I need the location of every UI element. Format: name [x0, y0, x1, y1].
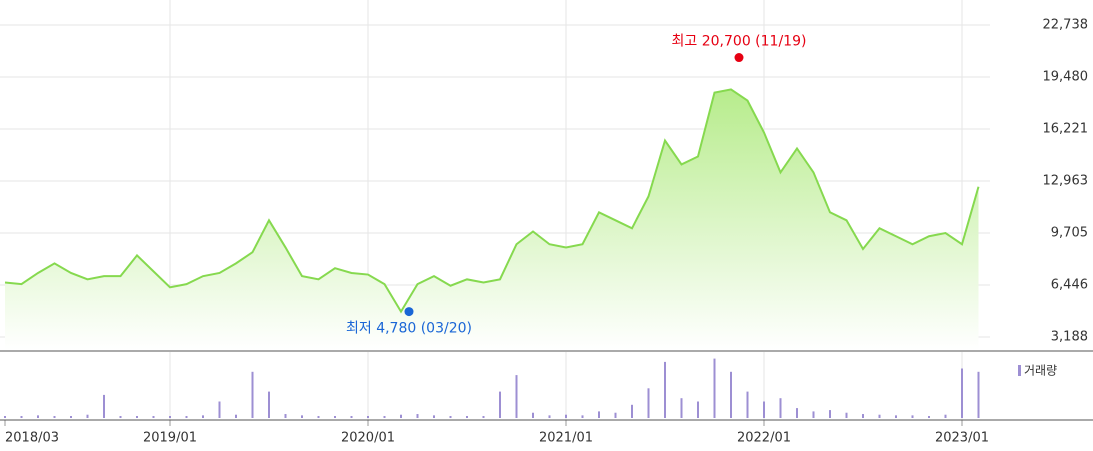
volume-bar — [482, 416, 485, 418]
annotation-label: 최저 4,780 (03/20) — [346, 321, 472, 337]
volume-bar — [697, 401, 699, 418]
volume-bar — [218, 401, 221, 418]
volume-bar — [301, 415, 303, 418]
volume-bar — [53, 416, 56, 418]
volume-bar — [664, 361, 666, 418]
volume-bar — [499, 391, 501, 418]
volume-bar — [763, 401, 765, 418]
volume-bar — [152, 416, 155, 418]
x-tick-label: 2019/01 — [143, 431, 197, 446]
volume-bar — [86, 414, 89, 418]
volume-bar — [812, 411, 815, 418]
volume-bar — [515, 375, 518, 418]
volume-bar — [928, 416, 930, 418]
volume-bar — [37, 415, 39, 418]
volume-bar — [746, 391, 749, 418]
y-tick-label: 22,738 — [1043, 17, 1089, 32]
volume-bar — [317, 416, 320, 418]
volume-bar — [862, 414, 864, 418]
volume-bar — [631, 404, 633, 418]
volume-bar — [565, 414, 567, 418]
volume-bar — [977, 371, 980, 418]
volume-bar — [383, 416, 386, 418]
volume-bar — [713, 358, 716, 418]
volume-bar — [367, 416, 369, 418]
volume-bar — [400, 414, 402, 418]
annotation-dot — [404, 307, 414, 317]
volume-bar — [70, 416, 72, 418]
legend-swatch — [1018, 365, 1021, 376]
volume-bar — [581, 415, 584, 418]
y-tick-label: 9,705 — [1051, 225, 1088, 240]
volume-bar — [944, 414, 947, 418]
volume-bar — [185, 416, 188, 418]
volume-bar — [284, 414, 287, 418]
x-tick-label: 2022/01 — [737, 431, 791, 446]
volume-bar — [433, 415, 435, 418]
y-tick-label: 12,963 — [1043, 173, 1089, 188]
volume-bar — [251, 371, 254, 418]
volume-bar — [4, 416, 6, 418]
volume-bar — [532, 412, 534, 418]
volume-bar — [235, 414, 237, 418]
volume-bar — [961, 368, 963, 418]
x-tick-label: 2023/01 — [935, 431, 989, 446]
volume-bar — [466, 416, 468, 418]
volume-bar — [598, 411, 600, 418]
volume-bar — [20, 416, 23, 418]
annotation-label: 최고 20,700 (11/19) — [672, 34, 807, 50]
x-tick-label: 2020/01 — [341, 431, 395, 446]
price-line — [4, 88, 980, 314]
price-area — [5, 89, 979, 350]
volume-bar — [136, 416, 138, 418]
volume-bar — [334, 416, 336, 418]
volume-bar — [895, 415, 897, 418]
x-tick-label: 2021/01 — [539, 431, 593, 446]
volume-bar — [829, 410, 831, 418]
volume-bar — [119, 416, 122, 418]
volume-bar — [548, 415, 551, 418]
volume-bar — [268, 391, 270, 418]
volume-bar — [730, 371, 732, 418]
annotation-dot — [734, 53, 744, 63]
volume-bar — [845, 412, 848, 418]
y-tick-label: 19,480 — [1043, 69, 1089, 84]
x-tick-label: 2018/03 — [5, 431, 59, 446]
legend-label: 거래량 — [1024, 364, 1057, 378]
y-tick-label: 16,221 — [1043, 121, 1089, 136]
volume-bar — [911, 415, 914, 418]
volume-bar — [103, 394, 105, 418]
volume-bar — [416, 414, 419, 418]
volume-bar — [779, 398, 782, 418]
volume-bar — [350, 416, 353, 418]
volume-bar — [449, 416, 452, 418]
volume-bar — [647, 388, 650, 418]
volume-bar — [169, 416, 171, 418]
y-tick-label: 6,446 — [1051, 277, 1088, 292]
y-tick-label: 3,188 — [1051, 329, 1088, 344]
volume-bar — [796, 408, 798, 418]
volume-bar — [202, 415, 204, 418]
volume-bar — [680, 398, 683, 418]
volume-bar — [614, 412, 617, 418]
volume-bar — [878, 414, 881, 418]
